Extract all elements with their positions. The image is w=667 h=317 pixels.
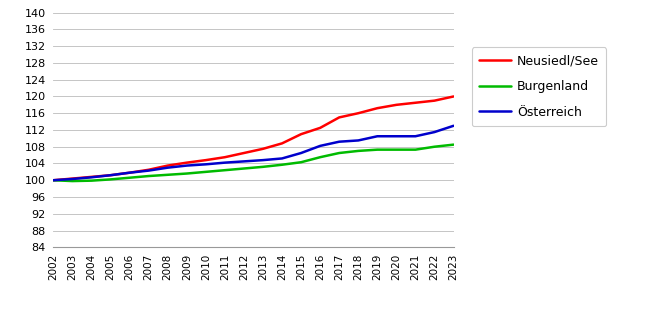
Burgenland (316, 155, 324, 159)
Neusiedl/See (354, 111, 362, 115)
Österreich (49, 178, 57, 182)
Österreich (163, 166, 171, 170)
Österreich (316, 144, 324, 148)
Österreich (87, 175, 95, 179)
Burgenland (297, 160, 305, 164)
Österreich (107, 173, 115, 177)
Line: Österreich: Österreich (53, 126, 454, 180)
Neusiedl/See (107, 173, 115, 177)
Neusiedl/See (412, 101, 420, 105)
Neusiedl/See (240, 151, 248, 155)
Neusiedl/See (259, 147, 267, 151)
Legend: Neusiedl/See, Burgenland, Österreich: Neusiedl/See, Burgenland, Österreich (472, 47, 606, 126)
Burgenland (336, 151, 344, 155)
Burgenland (163, 173, 171, 177)
Österreich (450, 124, 458, 128)
Neusiedl/See (87, 175, 95, 179)
Neusiedl/See (145, 168, 153, 172)
Neusiedl/See (202, 158, 210, 162)
Österreich (221, 161, 229, 165)
Burgenland (354, 149, 362, 153)
Burgenland (430, 145, 438, 149)
Neusiedl/See (316, 126, 324, 130)
Neusiedl/See (297, 132, 305, 136)
Burgenland (87, 179, 95, 183)
Burgenland (374, 148, 382, 152)
Burgenland (278, 163, 286, 167)
Neusiedl/See (278, 141, 286, 145)
Burgenland (240, 167, 248, 171)
Neusiedl/See (430, 99, 438, 103)
Neusiedl/See (450, 94, 458, 98)
Österreich (183, 164, 191, 167)
Burgenland (183, 171, 191, 175)
Österreich (125, 171, 133, 175)
Neusiedl/See (374, 106, 382, 110)
Österreich (69, 177, 77, 181)
Burgenland (69, 179, 77, 183)
Neusiedl/See (336, 115, 344, 119)
Burgenland (221, 168, 229, 172)
Line: Burgenland: Burgenland (53, 145, 454, 181)
Burgenland (125, 176, 133, 180)
Österreich (374, 134, 382, 138)
Österreich (297, 151, 305, 155)
Neusiedl/See (183, 161, 191, 165)
Neusiedl/See (163, 164, 171, 167)
Neusiedl/See (221, 155, 229, 159)
Österreich (259, 158, 267, 162)
Österreich (202, 162, 210, 166)
Burgenland (145, 174, 153, 178)
Neusiedl/See (392, 103, 400, 107)
Burgenland (392, 148, 400, 152)
Burgenland (202, 170, 210, 174)
Österreich (278, 157, 286, 160)
Burgenland (259, 165, 267, 169)
Burgenland (450, 143, 458, 146)
Burgenland (412, 148, 420, 152)
Line: Neusiedl/See: Neusiedl/See (53, 96, 454, 180)
Österreich (240, 159, 248, 163)
Österreich (145, 169, 153, 172)
Neusiedl/See (49, 178, 57, 182)
Neusiedl/See (69, 177, 77, 180)
Österreich (412, 134, 420, 138)
Österreich (336, 140, 344, 144)
Burgenland (49, 178, 57, 182)
Neusiedl/See (125, 171, 133, 175)
Burgenland (107, 178, 115, 181)
Österreich (354, 139, 362, 142)
Österreich (430, 130, 438, 134)
Österreich (392, 134, 400, 138)
